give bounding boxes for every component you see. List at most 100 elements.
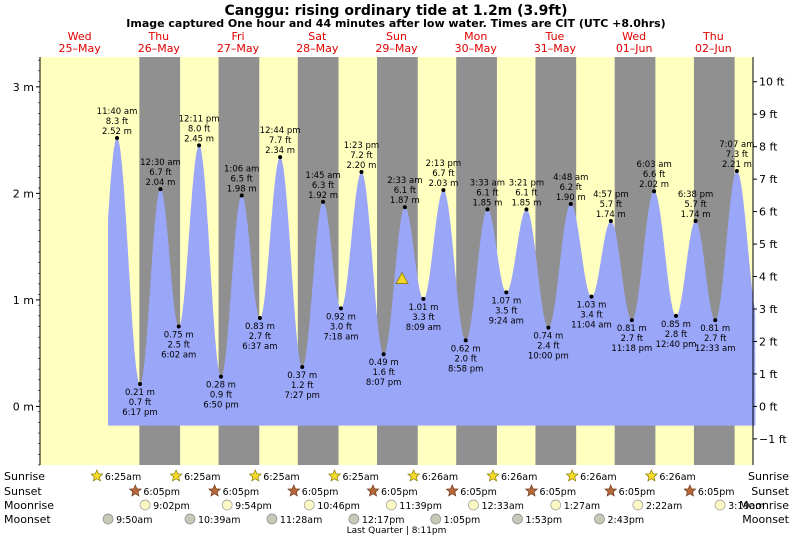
tide-meter-label: 0.75 m xyxy=(164,331,194,341)
tide-feet-label: 3.3 ft xyxy=(412,313,435,323)
tide-point xyxy=(239,193,244,198)
left-axis-tick-label: 3 m xyxy=(13,81,34,94)
tide-point xyxy=(652,189,657,194)
current-tide-marker xyxy=(395,271,409,284)
sunrise-icon xyxy=(248,469,262,482)
tide-feet-label: 6.7 ft xyxy=(149,168,172,178)
sunrise-time: 6:26am xyxy=(580,472,616,483)
tide-feet-label: 5.7 ft xyxy=(684,200,707,210)
moonset-time: 2:43pm xyxy=(608,515,645,526)
date-label: 01–Jun xyxy=(616,42,653,55)
sunrise-time: 6:25am xyxy=(263,472,299,483)
moonrise-time: 9:02pm xyxy=(153,501,190,512)
day-of-week-label: Sun xyxy=(386,30,407,43)
sunset-icon xyxy=(445,484,459,497)
tide-feet-label: 6.1 ft xyxy=(476,188,499,198)
tide-time-label: 11:40 am xyxy=(97,107,138,117)
tide-point xyxy=(381,352,386,357)
tide-point xyxy=(219,374,224,379)
moonrise-time: 1:27am xyxy=(564,501,600,512)
moonset-time: 12:17pm xyxy=(362,515,405,526)
tide-meter-label: 0.83 m xyxy=(245,322,275,332)
tide-feet-label: 6.1 ft xyxy=(515,188,538,198)
tide-point xyxy=(524,207,529,212)
moonrise-time: 9:54pm xyxy=(235,501,272,512)
tide-time-label: 6:03 am xyxy=(636,160,671,170)
sunrise-time: 6:25am xyxy=(105,472,141,483)
sunrise-time: 6:26am xyxy=(422,472,458,483)
right-axis-tick-label: 4 ft xyxy=(759,271,778,284)
tide-time-label: 2:33 am xyxy=(387,176,422,186)
tide-time-label: 12:30 am xyxy=(140,158,181,168)
tide-point xyxy=(673,313,678,318)
tide-feet-label: 7.3 ft xyxy=(726,150,749,160)
date-label: 26–May xyxy=(138,42,181,55)
tide-meter-label: 1.74 m xyxy=(681,210,711,220)
tide-time-label: 8:07 pm xyxy=(366,378,401,388)
tide-point xyxy=(463,338,468,343)
tide-point xyxy=(629,318,634,323)
right-axis-tick-label: 6 ft xyxy=(759,206,778,219)
moonset-time: 11:28am xyxy=(280,515,322,526)
tide-point xyxy=(338,306,343,311)
tide-time-label: 4:48 am xyxy=(553,173,588,183)
tide-point xyxy=(589,294,594,299)
tide-feet-label: 2.8 ft xyxy=(665,330,688,340)
sunset-icon xyxy=(287,484,301,497)
day-of-week-label: Thu xyxy=(702,30,724,43)
tide-time-label: 6:02 am xyxy=(161,351,196,361)
tide-point xyxy=(158,187,163,192)
tide-meter-label: 2.03 m xyxy=(428,179,458,189)
moonrise-icon xyxy=(385,499,397,511)
moonset-row-label-left: Moonset xyxy=(4,513,51,526)
sunset-icon xyxy=(366,484,380,497)
tide-meter-label: 1.74 m xyxy=(596,210,626,220)
right-axis-tick-label: 2 ft xyxy=(759,335,778,348)
sunrise-time: 6:26am xyxy=(659,472,695,483)
left-axis-tick-label: 2 m xyxy=(13,187,34,200)
tide-time-label: 7:07 am xyxy=(719,140,754,150)
tide-time-label: 4:57 pm xyxy=(593,190,628,200)
tide-meter-label: 0.28 m xyxy=(206,381,236,391)
moonset-time: 1:53pm xyxy=(526,515,563,526)
tide-point xyxy=(197,143,202,148)
tide-meter-label: 2.34 m xyxy=(265,146,295,156)
sunset-time: 6:05pm xyxy=(539,487,576,498)
tide-meter-label: 0.81 m xyxy=(617,324,647,334)
right-axis-tick-label: 1 ft xyxy=(759,368,778,381)
tide-time-label: 8:58 pm xyxy=(448,364,483,374)
right-axis-tick-label: 5 ft xyxy=(759,238,778,251)
tide-time-label: 12:11 pm xyxy=(179,114,220,124)
tide-feet-label: 6.6 ft xyxy=(643,170,666,180)
moonset-icon xyxy=(102,513,114,525)
day-of-week-label: Thu xyxy=(147,30,169,43)
tide-meter-label: 0.62 m xyxy=(451,344,481,354)
left-axis-tick-label: 1 m xyxy=(13,294,34,307)
tide-time-label: 6:37 am xyxy=(242,342,277,352)
tide-point xyxy=(359,170,364,175)
sunrise-time: 6:25am xyxy=(343,472,379,483)
tide-time-label: 6:50 pm xyxy=(203,401,238,411)
tide-time-label: 11:18 pm xyxy=(611,344,652,354)
tide-time-label: 3:33 am xyxy=(470,178,505,188)
tide-time-label: 10:00 pm xyxy=(528,352,569,362)
day-of-week-label: Fri xyxy=(232,30,245,43)
tide-point xyxy=(300,364,305,369)
right-axis-tick-label: 8 ft xyxy=(759,141,778,154)
tide-feet-label: 6.2 ft xyxy=(560,183,583,193)
sunset-icon xyxy=(683,484,697,497)
moonrise-time: 12:33am xyxy=(481,501,523,512)
day-of-week-label: Wed xyxy=(622,30,646,43)
tide-feet-label: 1.2 ft xyxy=(291,381,314,391)
sunset-time: 6:05pm xyxy=(698,487,735,498)
date-label: 28–May xyxy=(296,42,339,55)
tide-meter-label: 1.98 m xyxy=(227,184,257,194)
sunset-icon xyxy=(604,484,618,497)
tide-time-label: 8:09 am xyxy=(406,323,441,333)
tide-meter-label: 2.04 m xyxy=(146,178,176,188)
tide-time-label: 1:45 am xyxy=(305,171,340,181)
moonrise-row-label-right: Moonrise xyxy=(739,499,789,512)
right-axis-tick-label: 9 ft xyxy=(759,108,778,121)
sunset-time: 6:05pm xyxy=(143,487,180,498)
